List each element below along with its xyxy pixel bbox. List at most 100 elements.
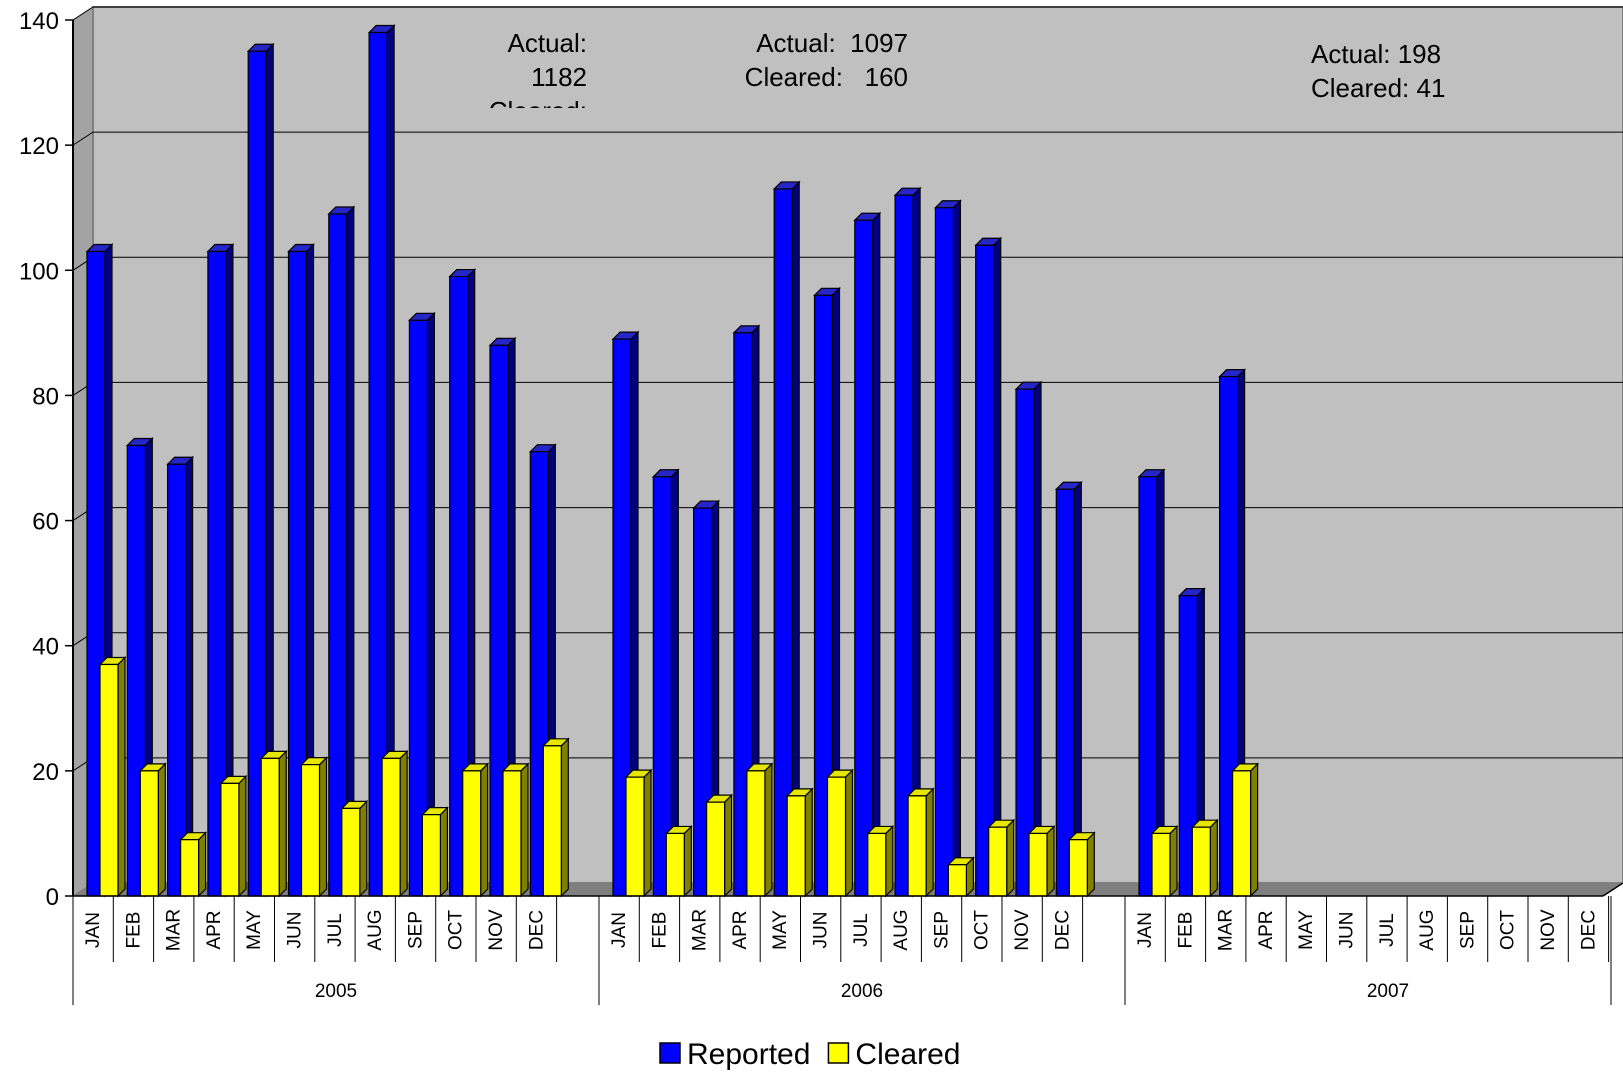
cleared-bar-front xyxy=(180,839,200,897)
legend-swatch xyxy=(827,1042,850,1064)
cleared-bar-side xyxy=(399,749,408,898)
reported-bar-front xyxy=(1015,388,1035,897)
reported-bar xyxy=(933,199,962,898)
cleared-bar xyxy=(259,749,288,898)
legend-label: Reported xyxy=(687,1038,810,1071)
cleared-bar-side xyxy=(1209,818,1218,898)
legend-item: Reported xyxy=(659,1038,810,1071)
reported-bar-front xyxy=(934,207,955,897)
month-label: AUG xyxy=(365,909,386,950)
x-axis: JAN FEB MAR APR MAY JUN JUL AUG SEP OCT NOV DEC 2005… xyxy=(72,882,1623,1005)
reported-bar-side xyxy=(872,211,881,898)
legend-label: Cleared xyxy=(855,1038,960,1071)
month-label: JAN xyxy=(1135,912,1156,948)
month-label: OCT xyxy=(446,910,467,951)
cleared-bar xyxy=(866,824,895,898)
cleared-bar-front xyxy=(746,770,766,897)
cleared-bar-front xyxy=(139,770,159,897)
bars xyxy=(85,24,1260,898)
reported-bar-front xyxy=(1055,488,1075,897)
reported-bar xyxy=(853,211,882,898)
cleared-bar-side xyxy=(117,656,126,898)
legend-item: Cleared xyxy=(827,1038,960,1071)
cleared-bar-side xyxy=(520,762,529,898)
cleared-bar-front xyxy=(220,782,240,897)
cleared-bar xyxy=(219,774,248,898)
annotation-line: Cleared: 41 xyxy=(1311,73,1445,103)
annotation-2006: Actual: 1097 Cleared: 160 xyxy=(745,28,908,92)
cleared-bar xyxy=(745,762,774,898)
cleared-bar-front xyxy=(786,795,806,897)
month-label: APR xyxy=(1256,910,1277,949)
month-label: NOV xyxy=(1538,909,1559,951)
cleared-bar-front xyxy=(341,807,361,897)
month-label: SEP xyxy=(1457,911,1478,949)
month-label: JAN xyxy=(83,912,104,948)
reported-bar xyxy=(407,311,436,898)
month-label: JUN xyxy=(1337,912,1358,949)
cleared-bar-front xyxy=(988,826,1008,897)
month-label: FEB xyxy=(649,912,670,949)
annotation-2005: Actual: 1182 Cleared: xyxy=(489,28,588,108)
reported-bar xyxy=(1014,380,1043,898)
cleared-bar xyxy=(179,831,208,898)
cleared-bar-side xyxy=(359,799,368,898)
reported-bar-front xyxy=(167,463,187,897)
cleared-bar-front xyxy=(300,763,321,897)
month-label: JUL xyxy=(1377,913,1398,947)
reported-bar-side xyxy=(185,455,194,898)
cleared-bar-side xyxy=(480,762,489,898)
cleared-bar xyxy=(705,793,734,898)
month-label: DEC xyxy=(1578,910,1599,950)
annotation-line: Actual: 1097 xyxy=(756,28,908,58)
cleared-bar-side xyxy=(764,762,773,898)
reported-bar xyxy=(974,236,1003,898)
y-tick-label: 40 xyxy=(32,634,59,661)
cleared-bar xyxy=(138,762,167,898)
month-label: NOV xyxy=(486,909,507,951)
cleared-bar-front xyxy=(867,832,887,897)
cleared-bar xyxy=(664,824,693,898)
cleared-bar xyxy=(340,799,369,898)
month-label: OCT xyxy=(1498,910,1519,951)
gridline xyxy=(72,131,1623,146)
month-label: JUN xyxy=(811,912,832,949)
cleared-bar xyxy=(461,762,490,898)
cleared-bar xyxy=(1067,831,1096,898)
month-label: JAN xyxy=(609,912,630,948)
cleared-bar-front xyxy=(625,776,645,897)
cleared-bar xyxy=(987,818,1016,898)
cleared-bar-front xyxy=(1068,839,1088,897)
month-label: NOV xyxy=(1012,909,1033,951)
month-label: MAR xyxy=(164,909,185,951)
cleared-bar-side xyxy=(318,756,328,898)
month-label: JUL xyxy=(325,913,346,947)
reported-bar xyxy=(1218,368,1247,898)
cleared-bar-front xyxy=(462,770,482,897)
reported-bar-front xyxy=(328,213,348,897)
cleared-bar xyxy=(946,856,975,898)
cleared-bar-front xyxy=(381,757,401,897)
month-label: FEB xyxy=(1175,912,1196,949)
cleared-bar xyxy=(785,787,814,898)
year-label: 2005 xyxy=(315,981,357,1002)
cleared-bar-front xyxy=(947,864,968,897)
reported-bar xyxy=(1054,480,1083,898)
cleared-bar xyxy=(501,762,530,898)
reported-bar xyxy=(488,336,517,898)
month-label: JUN xyxy=(285,912,306,949)
cleared-bar-side xyxy=(1249,762,1259,898)
cleared-bar-side xyxy=(1086,831,1095,898)
y-axis: 0 20 40 60 80 100 120 140 xyxy=(19,8,74,911)
cleared-bar-front xyxy=(260,757,280,897)
reported-bar-side xyxy=(993,236,1002,898)
month-label: AUG xyxy=(891,909,912,950)
annotation-line: Actual: xyxy=(508,28,588,58)
cleared-bar-side xyxy=(439,806,448,898)
cleared-bar xyxy=(541,737,570,898)
reported-bar xyxy=(448,268,477,898)
reported-bar-front xyxy=(408,319,428,897)
annotations: Actual: 1182 Cleared: Actual: 1097 Cleared: … xyxy=(489,28,1446,108)
cleared-bar xyxy=(624,768,653,898)
reported-bar-front xyxy=(854,219,874,897)
